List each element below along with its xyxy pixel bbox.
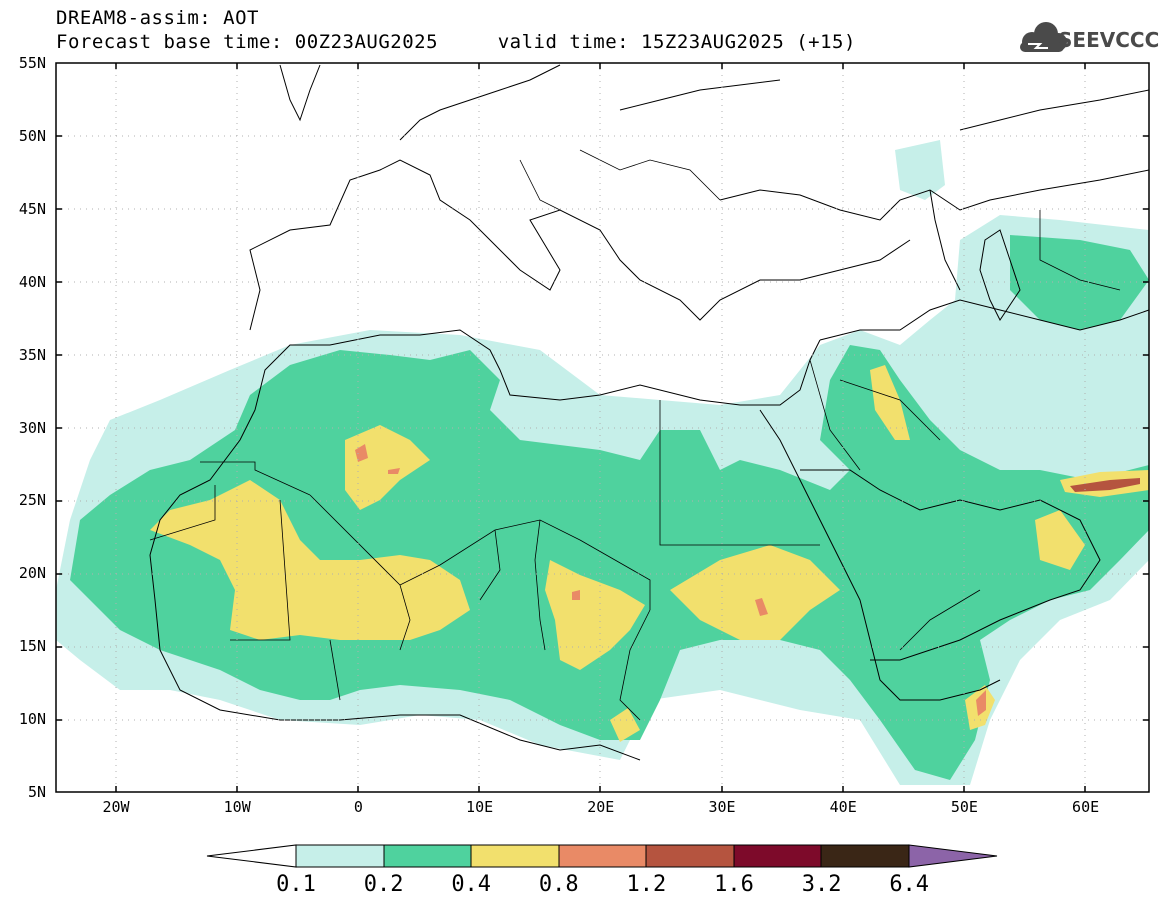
- lon-label-0: 0: [353, 798, 363, 816]
- colorbar-swatch-0.4: [470, 844, 560, 868]
- aot-layer-0.8-c: [572, 590, 580, 600]
- colorbar-swatch-1.2: [645, 844, 735, 868]
- lat-label-5N: 5N: [27, 783, 46, 801]
- lon-label-40E: 40E: [829, 798, 857, 816]
- aot-layer-0.4-algeria: [345, 425, 430, 510]
- aot-layer-0.4-west: [150, 480, 470, 640]
- colorbar-arrow-low: [206, 844, 297, 868]
- aot-fields: [56, 63, 1149, 792]
- aot-layer-0.1-caspian: [895, 140, 945, 200]
- colorbar-swatch-0.1: [295, 844, 385, 868]
- lat-label-40N: 40N: [18, 272, 46, 291]
- aot-layer-0.4-chad: [545, 560, 645, 670]
- colorbar-label-0.1: 0.1: [276, 872, 316, 897]
- aot-layer-0.2: [70, 345, 1149, 780]
- colorbar-swatch-0.8: [558, 844, 647, 868]
- lon-label-10W: 10W: [223, 798, 251, 816]
- map-title: DREAM8-assim: AOT: [56, 7, 259, 29]
- colorbar-label-6.4: 6.4: [889, 872, 930, 897]
- aot-layer-0.4-car: [610, 708, 640, 742]
- aot-layer-0.8-d: [755, 598, 768, 616]
- lat-label-45N: 45N: [18, 199, 46, 218]
- colorbar-label-0.8: 0.8: [538, 872, 579, 897]
- aot-layer-0.2-east: [1010, 235, 1149, 330]
- lat-label-20N: 20N: [18, 564, 46, 583]
- lon-label-20W: 20W: [102, 798, 130, 816]
- lon-label-20E: 20E: [587, 798, 615, 816]
- aot-layer-0.4-sudan: [670, 545, 840, 640]
- graticule: [56, 63, 1149, 792]
- lat-label-55N: 55N: [18, 54, 46, 72]
- aot-layer-0.8-f: [976, 690, 986, 716]
- axis-ticks: [56, 63, 1149, 792]
- aot-layer-0.4-iraq: [870, 365, 910, 440]
- colorbar-label-1.2: 1.2: [626, 872, 667, 897]
- aot-layer-0.8-a: [355, 444, 368, 462]
- logo-text: SEEVCCC: [1058, 28, 1160, 52]
- borders: [149, 149, 1121, 721]
- colorbar-swatch-1.6: [733, 844, 822, 868]
- coastlines: [149, 64, 1149, 761]
- colorbar: [206, 844, 998, 868]
- colorbar-label-0.2: 0.2: [363, 872, 404, 897]
- colorbar-label-0.4: 0.4: [451, 872, 492, 897]
- cloud-logo-icon: [1020, 22, 1067, 52]
- lon-label-50E: 50E: [950, 798, 978, 816]
- lon-label-30E: 30E: [708, 798, 736, 816]
- colorbar-label-3.2: 3.2: [801, 872, 842, 897]
- forecast-time-line: Forecast base time: 00Z23AUG2025 valid t…: [56, 31, 856, 53]
- lon-label-60E: 60E: [1072, 798, 1100, 816]
- lat-label-25N: 25N: [18, 491, 46, 510]
- lat-label-35N: 35N: [18, 345, 46, 364]
- aot-layer-0.4-oman: [1035, 510, 1085, 570]
- colorbar-swatch-3.2: [820, 844, 910, 868]
- colorbar-arrow-high: [908, 844, 998, 868]
- aot-layer-0.8-b: [388, 468, 400, 474]
- lat-label-15N: 15N: [18, 637, 46, 656]
- colorbar-swatch-0.2: [383, 844, 472, 868]
- aot-layer-0.8-e: [1070, 478, 1140, 492]
- lat-label-50N: 50N: [18, 126, 46, 145]
- lon-label-10E: 10E: [466, 798, 494, 816]
- colorbar-label-1.6: 1.6: [714, 872, 754, 897]
- lat-label-30N: 30N: [18, 418, 46, 437]
- lat-label-10N: 10N: [18, 710, 46, 729]
